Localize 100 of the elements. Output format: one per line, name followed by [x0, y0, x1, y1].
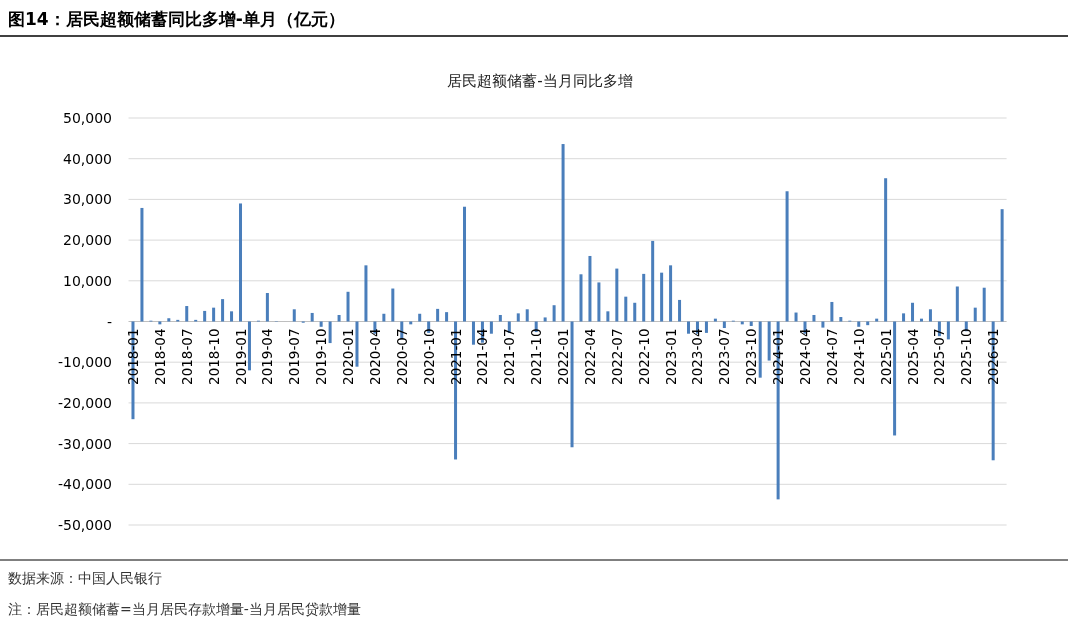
x-tick-label: 2021-04 [474, 328, 491, 385]
bar [588, 255, 592, 322]
bar [221, 299, 225, 322]
x-tick-label: 2020-01 [340, 328, 357, 385]
bar [212, 307, 216, 322]
bar [498, 314, 502, 322]
bar [839, 317, 843, 322]
bar [749, 321, 753, 326]
x-tick-label: 2018-10 [205, 328, 222, 385]
bar [1000, 209, 1004, 322]
bar [516, 313, 520, 322]
bar [471, 321, 475, 345]
bar [893, 321, 897, 436]
bar [857, 321, 861, 327]
bar [463, 206, 467, 322]
bar [319, 321, 323, 327]
bar [911, 302, 915, 322]
y-tick-label: -30,000 [57, 435, 112, 452]
bar [928, 309, 932, 322]
x-tick-label: 2021-07 [501, 328, 518, 385]
x-tick-label: 2018-01 [124, 328, 141, 385]
bar [570, 321, 574, 448]
bar [436, 308, 440, 322]
x-tick-label: 2020-04 [366, 328, 383, 385]
x-tick-label: 2022-10 [635, 328, 652, 385]
bar [489, 321, 493, 334]
x-tick-label: 2019-04 [259, 328, 276, 385]
bar [265, 293, 269, 322]
bar [821, 321, 825, 328]
x-tick-label: 2026-01 [985, 328, 1002, 385]
bar [355, 321, 359, 367]
x-tick-label: 2024-04 [797, 328, 813, 385]
x-tick-label: 2022-04 [581, 328, 598, 385]
y-tick-label: -10,000 [57, 354, 112, 371]
x-tick-label: 2024-01 [770, 328, 787, 385]
x-tick-label: 2023-04 [689, 328, 706, 385]
bar [167, 318, 171, 322]
x-tick-label: 2025-04 [904, 328, 921, 385]
bar [418, 313, 422, 322]
bar [337, 314, 341, 322]
y-tick-label: 10,000 [63, 272, 112, 289]
bar [239, 203, 242, 322]
bar [185, 306, 189, 322]
x-tick-label: 2020-07 [393, 328, 410, 385]
x-tick-label: 2023-01 [662, 328, 679, 385]
bar [140, 207, 144, 322]
bar [561, 144, 565, 322]
x-tick-label: 2024-07 [823, 328, 840, 385]
chart-title: 图14：居民超额储蓄同比多增-单月（亿元） [8, 9, 345, 29]
bar [669, 265, 673, 322]
bar [615, 268, 619, 322]
bar [722, 321, 726, 329]
x-tick-label: 2021-01 [447, 328, 464, 385]
bar [579, 274, 583, 322]
bar [292, 309, 296, 322]
bar [660, 272, 664, 322]
x-tick-label: 2025-07 [931, 328, 948, 385]
y-tick-label: 20,000 [63, 232, 112, 249]
x-tick-label: 2021-10 [528, 328, 545, 385]
bar [767, 321, 771, 361]
y-tick-label: 50,000 [63, 110, 112, 126]
bar [552, 305, 556, 322]
y-tick-label: -40,000 [57, 476, 112, 493]
x-tick-label: 2018-07 [178, 328, 195, 385]
bar [247, 321, 251, 371]
x-tick-label: 2023-07 [716, 328, 733, 385]
bar [812, 314, 816, 322]
x-tick-label: 2020-10 [420, 328, 437, 385]
bar [391, 288, 395, 322]
y-tick-label: 40,000 [63, 150, 112, 167]
bar [525, 309, 529, 322]
x-tick-label: 2022-01 [555, 328, 572, 385]
bar [642, 273, 646, 322]
bar [678, 299, 682, 322]
bar [597, 282, 601, 322]
bar [884, 178, 888, 322]
chart-subtitle: 居民超额储蓄-当月同比多增 [447, 72, 633, 90]
x-tick-label: 2018-04 [151, 328, 168, 385]
source-note: 数据来源：中国人民银行 [8, 570, 162, 586]
bar [902, 313, 906, 322]
x-tick-label: 2025-01 [877, 328, 894, 385]
bar [203, 310, 207, 322]
bar [955, 286, 959, 322]
x-tick-label: 2019-07 [286, 328, 303, 385]
bar [830, 301, 834, 322]
bar [973, 307, 977, 322]
bar [382, 313, 386, 322]
bar [794, 312, 798, 322]
bar [230, 311, 234, 322]
x-tick-label: 2022-07 [608, 328, 625, 385]
bar [704, 321, 708, 333]
y-tick-label: - [106, 313, 112, 330]
bar [651, 240, 655, 322]
bar [919, 318, 923, 322]
bar [758, 321, 762, 378]
x-tick-label: 2019-10 [313, 328, 330, 385]
bar [687, 321, 691, 334]
x-tick-label: 2025-10 [958, 328, 975, 385]
bar [346, 291, 350, 322]
text: 注：居民超额储蓄=当月居民存款增量-当月居民贷款增量 [8, 601, 361, 617]
